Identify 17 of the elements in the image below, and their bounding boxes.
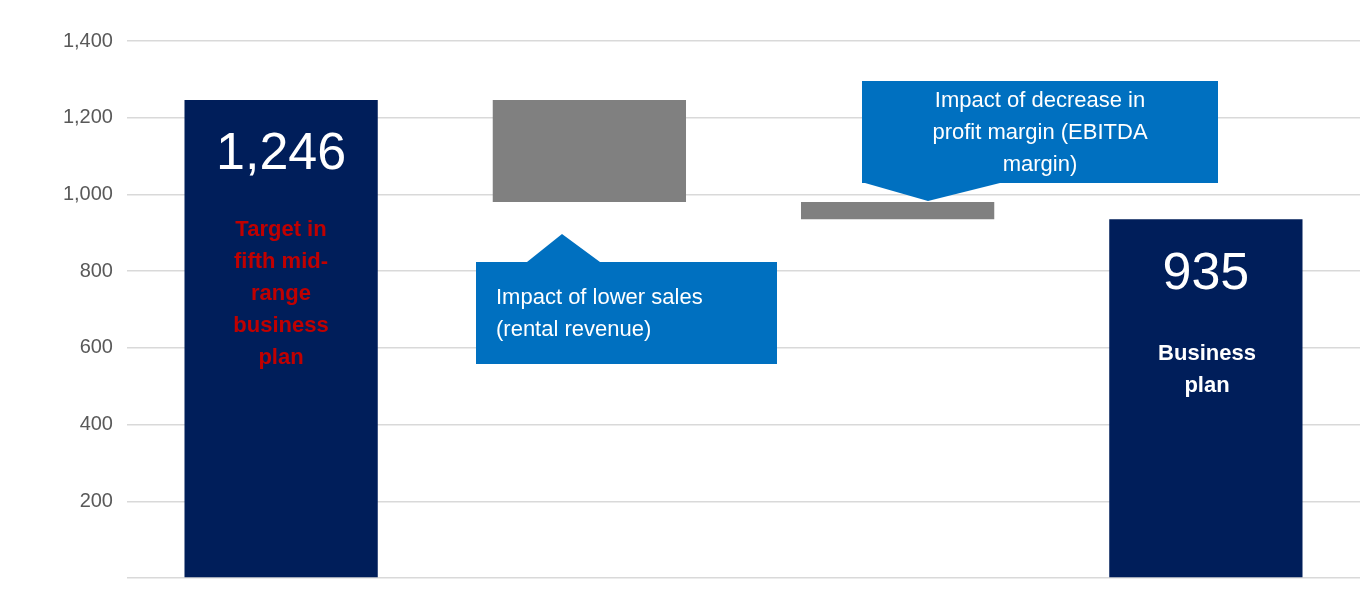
y-tick-label: 1,000 [62,181,113,204]
data-label: 1,246 [216,122,347,181]
y-tick-label: 800 [79,258,113,281]
bar [1109,219,1303,578]
annotation: Impact of lower sales (rental revenue) [495,283,704,343]
bar [184,100,378,578]
bar [800,202,995,220]
data-label: 935 [1162,241,1250,300]
y-tick-label: 400 [79,412,113,435]
annotation: Impact of decrease in profit margin (EBITDA margin) [931,86,1149,178]
y-tick-label: 600 [79,335,113,358]
annotation: Business plan [1157,339,1257,399]
bar [492,100,687,203]
y-tick-label: 1,400 [62,28,113,51]
y-tick-label: 1,200 [62,105,113,128]
annotation: Target in fifth mid-range business plan [232,215,330,371]
y-tick-label: 200 [79,488,113,511]
